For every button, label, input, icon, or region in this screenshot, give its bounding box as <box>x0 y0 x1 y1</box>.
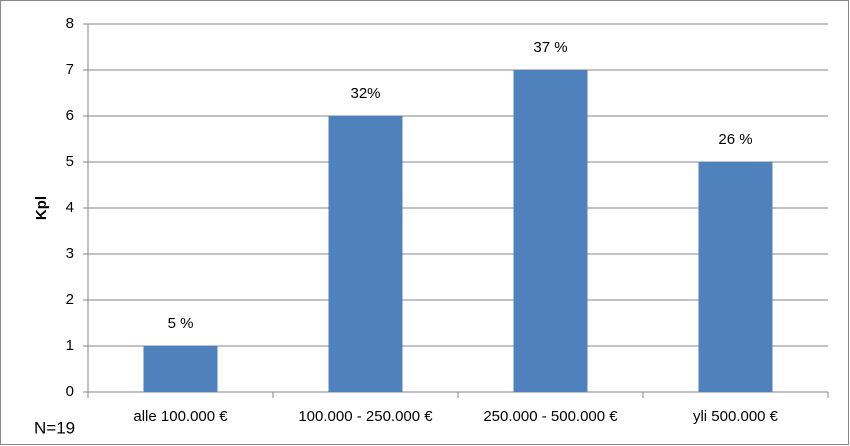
y-tick-label: 3 <box>66 245 74 262</box>
x-tick-label: 250.000 - 500.000 € <box>483 408 618 425</box>
note: N=19 <box>34 418 75 437</box>
y-tick-label: 0 <box>66 383 74 400</box>
y-axis-label: Kpl <box>33 196 50 220</box>
y-tick-label: 2 <box>66 291 74 308</box>
y-tick-label: 1 <box>66 337 74 354</box>
x-tick-label: 100.000 - 250.000 € <box>298 408 433 425</box>
y-tick-label: 7 <box>66 61 74 78</box>
y-tick-label: 5 <box>66 153 74 170</box>
y-tick-label: 6 <box>66 107 74 124</box>
bar-annotation: 5 % <box>168 315 194 332</box>
bar <box>513 70 588 392</box>
bar-annotation: 26 % <box>718 131 752 148</box>
y-tick-label: 8 <box>66 15 74 32</box>
y-tick-label: 4 <box>66 199 74 216</box>
x-tick-label: yli 500.000 € <box>693 408 779 425</box>
x-tick-label: alle 100.000 € <box>133 408 228 425</box>
bar <box>143 346 218 392</box>
bar-annotation: 32% <box>350 85 380 102</box>
bar <box>698 162 773 392</box>
bar-annotation: 37 % <box>533 39 567 56</box>
bar <box>328 116 403 392</box>
